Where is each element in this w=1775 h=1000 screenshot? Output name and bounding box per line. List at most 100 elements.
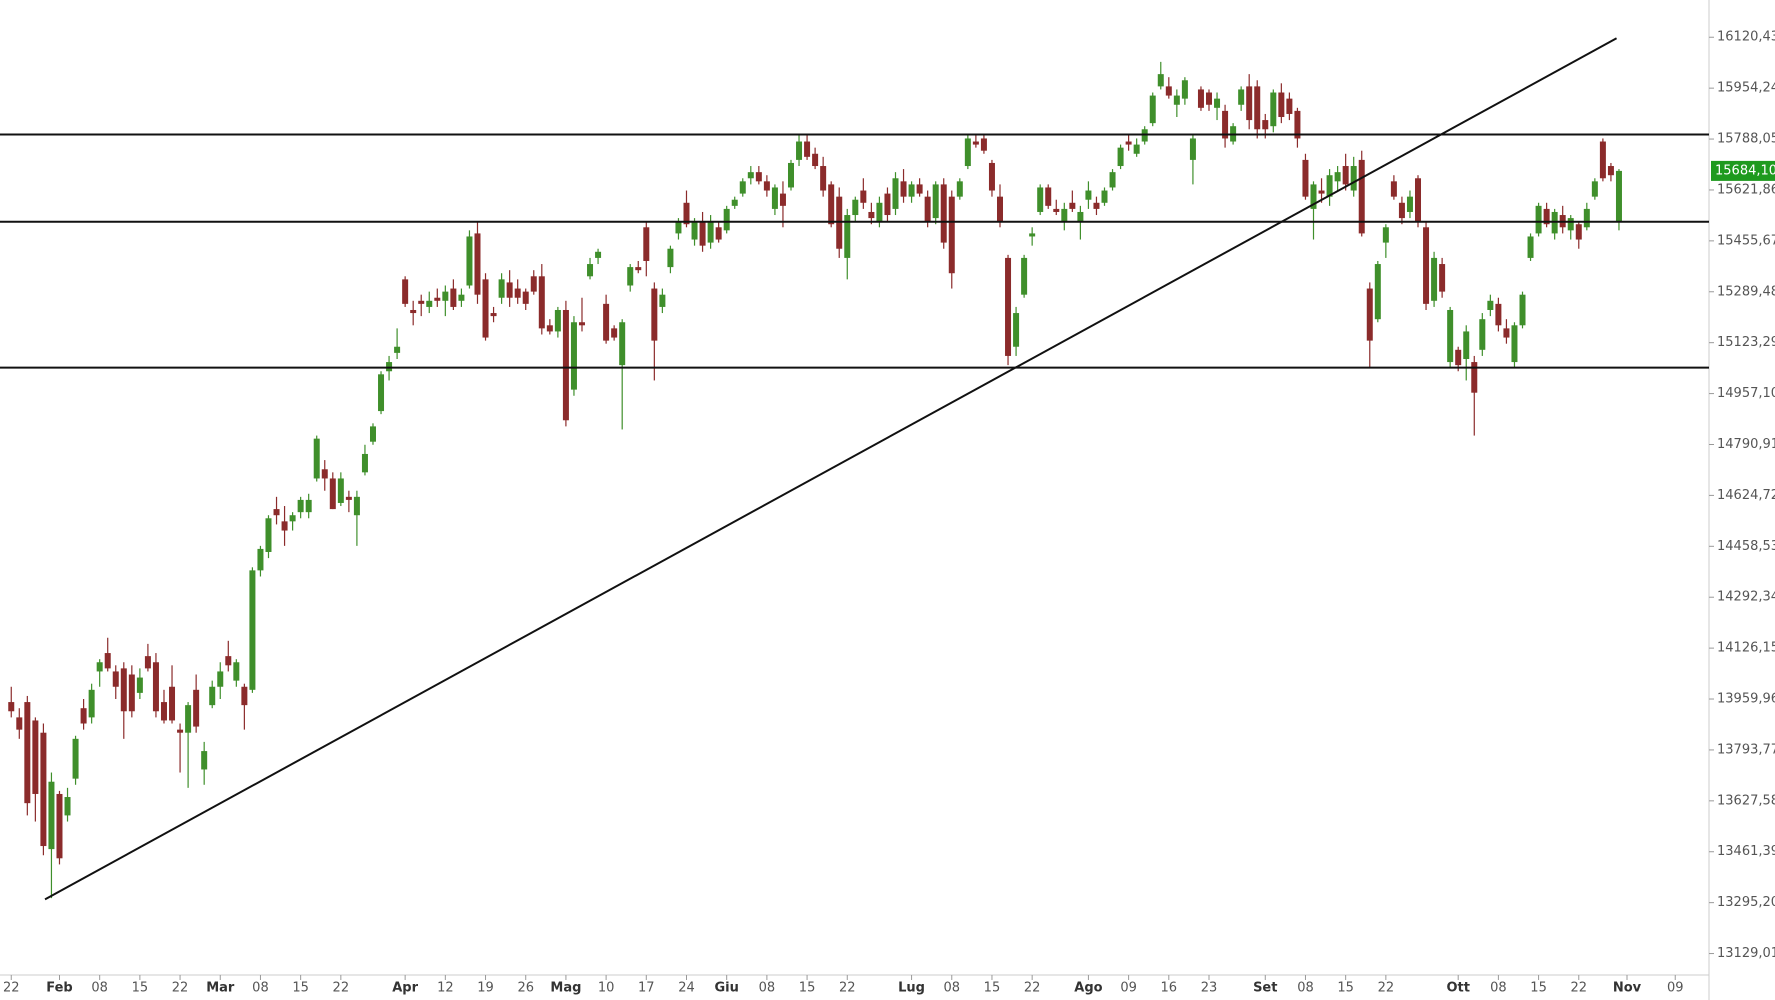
candle-body — [876, 202, 883, 222]
y-tick-label: 15289,48 — [1717, 284, 1775, 299]
candle-body — [771, 187, 778, 209]
x-tick-label: 08 — [252, 981, 269, 996]
candle-body — [747, 172, 754, 179]
candle-body — [1607, 166, 1614, 176]
candle-body — [160, 702, 167, 721]
candle-body — [80, 708, 87, 724]
candle-body — [96, 662, 103, 672]
candle-body — [916, 184, 923, 194]
candle-body — [1029, 233, 1036, 237]
x-tick-label: 22 — [172, 981, 189, 996]
candle-body — [8, 702, 15, 712]
candle-body — [980, 138, 987, 151]
candle-body — [715, 227, 722, 240]
candle-body — [1487, 300, 1494, 310]
candle-body — [48, 781, 55, 850]
candle-body — [828, 184, 835, 225]
candle-body — [24, 702, 31, 804]
x-tick-label: 22 — [3, 981, 20, 996]
x-tick-label: Feb — [46, 981, 72, 996]
candle-body — [345, 496, 352, 500]
candle-body — [1543, 208, 1550, 225]
x-tick-label: 22 — [1378, 981, 1395, 996]
candle-body — [1037, 187, 1044, 212]
candle-body — [1439, 264, 1446, 292]
x-tick-label: Giu — [714, 981, 738, 996]
candle-body — [1189, 138, 1196, 160]
candle-body — [699, 221, 706, 246]
x-tick-label: 15 — [1337, 981, 1354, 996]
x-tick-label: Ago — [1074, 981, 1102, 996]
candle-body — [972, 141, 979, 145]
candle-body — [289, 515, 296, 522]
candle-body — [900, 181, 907, 197]
candle-body — [112, 671, 119, 687]
candle-body — [40, 732, 47, 847]
candle-body — [378, 374, 385, 412]
x-tick-label: 08 — [1297, 981, 1314, 996]
candle-body — [812, 153, 819, 167]
candle-body — [128, 674, 135, 712]
y-tick-label: 15954,24 — [1717, 81, 1775, 96]
candle-body — [233, 662, 240, 681]
candle-body — [249, 570, 256, 690]
y-tick-label: 13627,58 — [1717, 793, 1775, 808]
x-tick-label: 22 — [1571, 981, 1588, 996]
candle-body — [217, 671, 224, 687]
y-tick-label: 15123,29 — [1717, 335, 1775, 350]
candle-body — [948, 196, 955, 274]
y-tick-label: 13959,96 — [1717, 692, 1775, 707]
candle-body — [104, 653, 111, 669]
candle-body — [1173, 95, 1180, 105]
candle-body — [257, 548, 264, 571]
candle-body — [16, 717, 23, 730]
y-tick-label: 15788,05 — [1717, 132, 1775, 147]
candle-body — [1599, 141, 1606, 179]
candle-body — [434, 297, 441, 301]
candle-body — [562, 309, 569, 421]
candle-body — [72, 738, 79, 779]
candle-body — [956, 181, 963, 197]
candle-body — [273, 509, 280, 516]
y-tick-label: 14624,72 — [1717, 488, 1775, 503]
x-tick-label: 23 — [1201, 981, 1218, 996]
candle-body — [201, 751, 208, 770]
candle-body — [490, 313, 497, 317]
x-tick-label: 17 — [638, 981, 655, 996]
x-tick-label: Ott — [1446, 981, 1469, 996]
candle-body — [1382, 227, 1389, 243]
candle-body — [1061, 208, 1068, 222]
candle-body — [1222, 110, 1229, 139]
candle-body — [707, 221, 714, 243]
x-tick-label: 08 — [91, 981, 108, 996]
candle-body — [361, 453, 368, 473]
x-tick-label: 15 — [292, 981, 309, 996]
x-tick-label: 08 — [943, 981, 960, 996]
candle-body — [1535, 205, 1542, 234]
candle-body — [924, 196, 931, 222]
x-tick-label: Nov — [1613, 981, 1642, 996]
candle-body — [595, 251, 602, 258]
candle-body — [804, 141, 811, 157]
candle-body — [739, 181, 746, 194]
candle-body — [779, 193, 786, 206]
candle-body — [787, 162, 794, 188]
candle-body — [450, 288, 457, 307]
x-tick-label: 22 — [1024, 981, 1041, 996]
y-tick-label: 16120,43 — [1717, 30, 1775, 45]
candle-body — [426, 300, 433, 307]
candle-body — [530, 276, 537, 292]
candle-body — [64, 797, 71, 816]
candle-body — [1318, 190, 1325, 194]
candle-body — [1447, 309, 1454, 363]
candle-body — [185, 705, 192, 733]
candle-body — [402, 279, 409, 304]
candle-body — [1503, 328, 1510, 338]
y-tick-label: 14790,91 — [1717, 437, 1775, 452]
candle-body — [1254, 86, 1261, 130]
candle-body — [1101, 190, 1108, 203]
candle-body — [329, 478, 336, 510]
x-tick-label: 22 — [839, 981, 856, 996]
candle-body — [538, 276, 545, 329]
